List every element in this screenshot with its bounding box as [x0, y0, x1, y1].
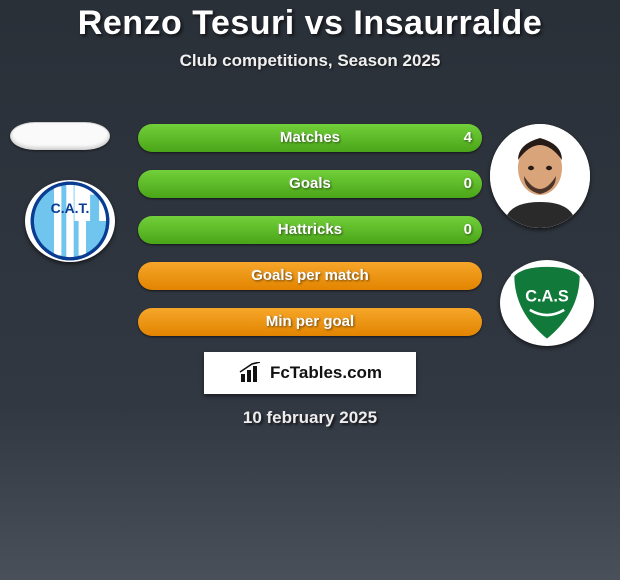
stat-label: Goals per match	[138, 262, 482, 290]
club-left-badge: C.A.T.	[25, 180, 115, 262]
club-right-badge: C.A.S	[500, 260, 594, 346]
bar-chart-icon	[238, 362, 264, 384]
stat-label: Min per goal	[138, 308, 482, 336]
player-right-avatar	[490, 124, 590, 228]
stat-row-min-per-goal: Min per goal	[138, 308, 482, 336]
stat-right-value: 0	[464, 170, 472, 198]
player-left-avatar	[10, 122, 110, 150]
stats-container: Matches 4 Goals 0 Hattricks 0 Goals per …	[138, 124, 482, 354]
watermark: FcTables.com	[204, 352, 416, 394]
club-left-icon: C.A.T.	[25, 180, 115, 262]
stat-right-value: 0	[464, 216, 472, 244]
stat-row-hattricks: Hattricks 0	[138, 216, 482, 244]
stat-label: Matches	[138, 124, 482, 152]
stat-row-matches: Matches 4	[138, 124, 482, 152]
page-subtitle: Club competitions, Season 2025	[0, 51, 620, 71]
stat-row-goals-per-match: Goals per match	[138, 262, 482, 290]
stat-row-goals: Goals 0	[138, 170, 482, 198]
svg-text:C.A.T.: C.A.T.	[51, 200, 90, 216]
stat-right-value: 4	[464, 124, 472, 152]
player-right-icon	[490, 124, 590, 228]
watermark-text: FcTables.com	[270, 363, 382, 383]
date-text: 10 february 2025	[0, 408, 620, 428]
stat-label: Goals	[138, 170, 482, 198]
page-title: Renzo Tesuri vs Insaurralde	[0, 0, 620, 43]
stat-label: Hattricks	[138, 216, 482, 244]
svg-text:C.A.S: C.A.S	[525, 287, 569, 305]
club-right-icon: C.A.S	[500, 260, 594, 346]
